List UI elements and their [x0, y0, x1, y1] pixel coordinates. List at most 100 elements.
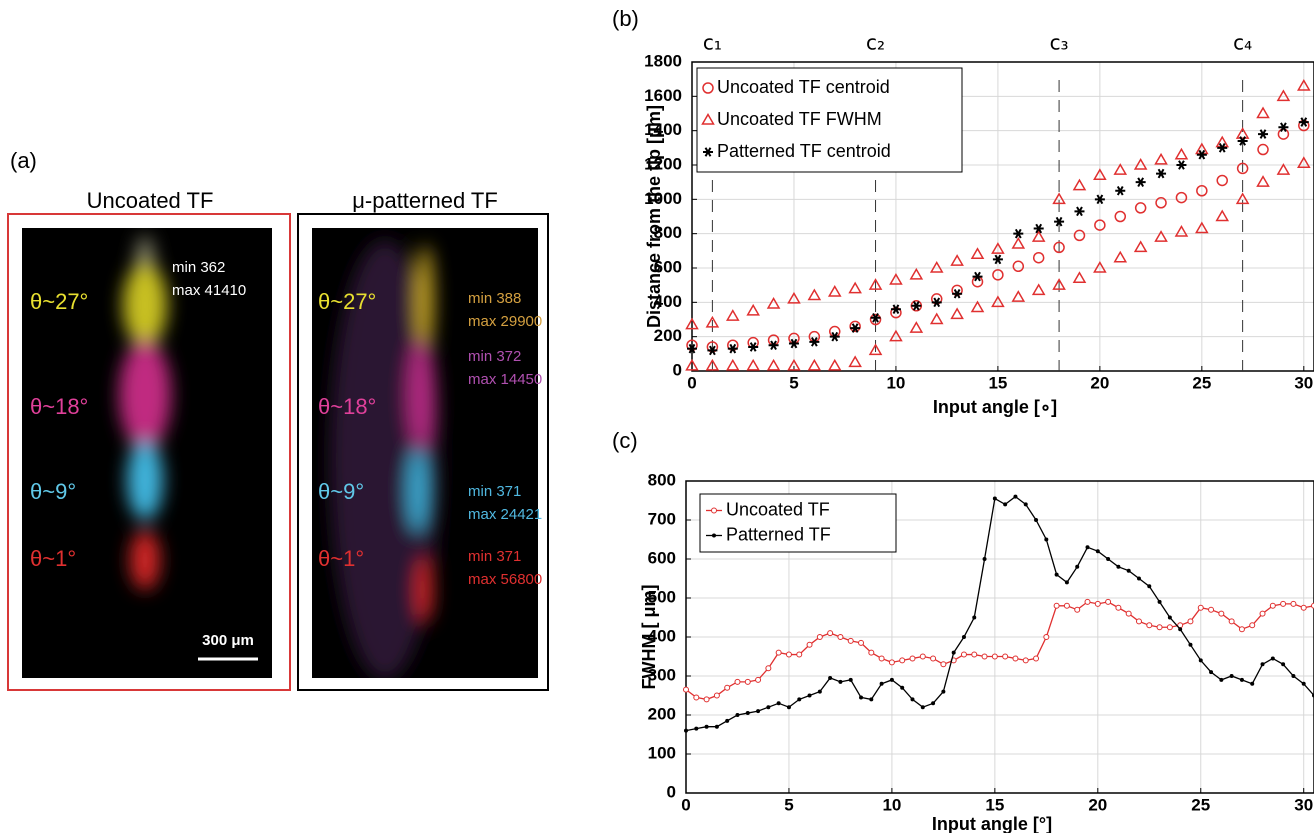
marker [687, 343, 697, 354]
marker [1072, 178, 1087, 191]
panel-label: (a) [10, 148, 37, 173]
marker [1197, 604, 1204, 611]
marker [850, 323, 861, 333]
marker [786, 705, 791, 710]
marker [796, 651, 803, 658]
marker [817, 689, 822, 694]
marker [931, 701, 936, 706]
marker [1156, 624, 1163, 631]
marker [1125, 610, 1132, 617]
marker [900, 685, 905, 690]
marker-label: c₄ [1233, 31, 1252, 55]
marker [1258, 129, 1269, 139]
marker [1281, 662, 1286, 667]
panel-label: (c) [612, 428, 638, 453]
data-line [685, 495, 1314, 732]
marker [766, 705, 771, 710]
marker [1296, 156, 1311, 169]
marker [1238, 626, 1245, 633]
x-tick-label: 10 [886, 373, 905, 392]
marker [1126, 568, 1131, 573]
y-tick-label: 0 [667, 782, 676, 801]
legend-box [696, 67, 963, 173]
marker [701, 113, 715, 125]
marker [807, 288, 822, 301]
marker [1229, 674, 1234, 678]
marker [1269, 602, 1276, 609]
marker [776, 701, 781, 706]
marker [1276, 163, 1291, 175]
marker [748, 342, 759, 352]
marker [1053, 602, 1060, 609]
marker [1135, 177, 1146, 187]
panel-label: (b) [612, 6, 639, 31]
marker [1188, 642, 1193, 647]
marker [982, 557, 987, 561]
marker [775, 649, 782, 656]
marker [787, 358, 801, 371]
marker [1022, 657, 1029, 664]
marker [1250, 681, 1255, 686]
y-tick-label: 600 [654, 257, 682, 276]
marker [848, 281, 862, 294]
marker [1114, 210, 1127, 223]
marker [1280, 600, 1287, 607]
marker [1257, 143, 1269, 156]
marker [1198, 658, 1203, 663]
marker [1043, 634, 1050, 640]
marker [1290, 600, 1297, 607]
marker [1013, 494, 1018, 499]
marker [870, 312, 881, 323]
marker [685, 317, 699, 330]
marker [951, 650, 956, 655]
marker [878, 655, 885, 662]
marker [1157, 599, 1162, 604]
marker [1011, 236, 1026, 249]
y-tick-label: 1800 [644, 51, 682, 70]
stat: max 41410 [172, 282, 246, 299]
marker [713, 692, 720, 699]
y-tick-label: 400 [654, 292, 682, 311]
marker [992, 254, 1003, 265]
marker [1215, 135, 1230, 148]
y-axis-title: FWHM [ μm] [639, 585, 659, 690]
angle-label: θ~18° [30, 394, 88, 419]
marker [1298, 117, 1309, 127]
marker [972, 271, 983, 282]
marker [911, 300, 922, 311]
image-frame [297, 213, 549, 691]
marker [1270, 656, 1275, 661]
marker [1023, 502, 1028, 507]
stat: min 388 [468, 290, 521, 307]
marker [1291, 674, 1296, 678]
marker [991, 242, 1005, 254]
y-tick-label: 800 [648, 470, 676, 489]
marker-label: c₂ [866, 31, 885, 55]
marker [1106, 557, 1111, 561]
stat: min 362 [172, 259, 225, 276]
marker [711, 507, 717, 514]
y-tick-label: 300 [648, 665, 676, 684]
marker [1156, 168, 1167, 179]
y-tick-label: 600 [648, 548, 676, 567]
marker [766, 297, 781, 309]
marker [828, 675, 833, 680]
marker [1113, 163, 1128, 175]
marker [725, 718, 730, 723]
marker [727, 343, 738, 354]
marker [1296, 79, 1311, 91]
marker [1228, 618, 1235, 625]
marker [1002, 653, 1009, 660]
marker [1031, 230, 1046, 242]
marker [1044, 537, 1049, 542]
marker [888, 659, 895, 666]
marker [992, 269, 1004, 281]
marker [809, 337, 820, 347]
marker [1054, 572, 1059, 577]
marker [869, 697, 874, 702]
stat: max 24421 [468, 506, 542, 523]
marker [1208, 606, 1215, 613]
y-tick-label: 1400 [644, 120, 682, 139]
marker [1301, 681, 1306, 686]
